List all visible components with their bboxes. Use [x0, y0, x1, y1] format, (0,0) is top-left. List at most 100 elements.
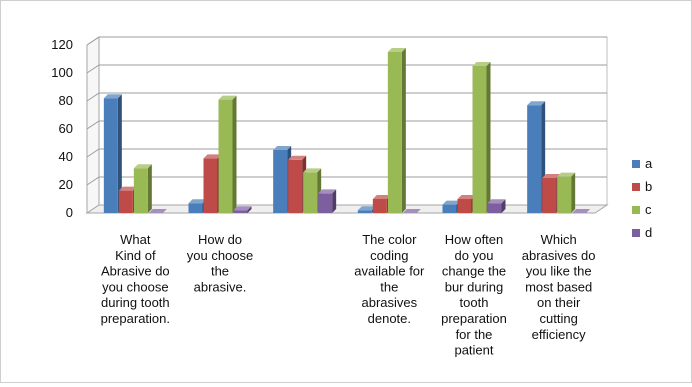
bar-top [472, 62, 491, 66]
bar-c-6 [557, 172, 576, 213]
legend-swatch [632, 229, 640, 237]
bar-side [117, 94, 122, 213]
bar-front [357, 210, 372, 213]
bar-top [148, 209, 167, 213]
bar-side [501, 199, 506, 213]
bar-front [233, 210, 248, 213]
bar-side [486, 62, 491, 213]
bar-top [457, 195, 476, 199]
bar-c-2 [218, 95, 237, 213]
bar-front [527, 105, 542, 213]
bar-front [557, 176, 572, 213]
gridlines [86, 36, 607, 186]
bar-d-5 [487, 199, 506, 213]
legend-item-b: b [632, 179, 652, 194]
bar-d-6 [572, 209, 591, 213]
y-tick-label: 60 [59, 121, 73, 136]
legend-item-c: c [632, 202, 652, 217]
gridline [86, 176, 607, 186]
bar-top [572, 209, 591, 213]
bar-top [527, 101, 546, 106]
bar-front [273, 150, 288, 213]
bar-front [457, 199, 472, 213]
bar-front [472, 66, 487, 213]
legend-swatch [632, 183, 640, 191]
x-tick-label: How do you choose the abrasive. [187, 232, 254, 294]
bar-front [303, 172, 318, 213]
bar-d-3 [318, 189, 337, 213]
bar-side [571, 172, 576, 213]
bar-top [233, 206, 252, 211]
bar-top [103, 94, 122, 99]
legend-item-d: d [632, 225, 652, 240]
bar-top [402, 209, 421, 213]
bar-front [103, 98, 118, 213]
bar-top [487, 199, 506, 204]
y-tick-label: 40 [59, 149, 73, 164]
legend-label: a [645, 156, 653, 171]
bar-top [273, 146, 292, 150]
bar-front [288, 159, 303, 213]
bar-side [147, 164, 152, 213]
gridline [86, 64, 607, 74]
bar-top [442, 200, 461, 205]
x-tick-label: The color coding available for the abrasives… [354, 232, 425, 326]
bar-front [188, 203, 203, 213]
bar-front [118, 190, 133, 213]
x-tick-label: Which abrasives do you like the most based o… [522, 232, 596, 342]
bar-front [372, 199, 387, 213]
bar-top [188, 199, 207, 204]
bar-side [332, 189, 337, 213]
legend-label: c [645, 202, 652, 217]
legend-label: b [645, 179, 652, 194]
x-tick-label: What Kind of Abrasive do you choose during t… [101, 232, 170, 326]
bar-front [218, 99, 233, 213]
bar-front [487, 203, 502, 213]
y-tick-label: 0 [66, 205, 73, 220]
bar-side [232, 95, 237, 213]
bar-d-1 [148, 209, 167, 213]
gridline [86, 148, 607, 158]
y-tick-label: 20 [59, 177, 73, 192]
bar-front [542, 178, 557, 213]
bar-top [133, 164, 152, 169]
bar-top [387, 48, 406, 52]
bar-top [118, 186, 137, 191]
bar-side [401, 48, 406, 213]
bar-front [442, 204, 457, 213]
legend-swatch [632, 206, 640, 214]
bar-top [203, 154, 222, 159]
bar-front [133, 168, 148, 213]
bar-a-1 [103, 94, 122, 213]
gridline [86, 92, 607, 102]
bar-front [318, 193, 333, 213]
y-tick-label: 100 [51, 65, 73, 80]
y-axis-ticks: 0 20 40 60 80 100 120 [51, 37, 73, 220]
bar-c-1 [133, 164, 152, 213]
bar-c-4 [387, 48, 406, 213]
bar-top [218, 95, 237, 100]
y-tick-label: 80 [59, 93, 73, 108]
legend-item-a: a [632, 156, 653, 171]
x-axis-labels: What Kind of Abrasive do you choose during t… [101, 232, 596, 358]
gridline [86, 36, 607, 46]
legend-swatch [632, 160, 640, 168]
bar-top [542, 174, 561, 178]
bar-top [288, 155, 307, 160]
bar-front [387, 52, 402, 213]
bar-side [247, 206, 252, 213]
bar-top [372, 195, 391, 199]
bar-d-2 [233, 206, 252, 213]
y-tick-label: 120 [51, 37, 73, 52]
bar-front [203, 158, 218, 213]
bar-c-5 [472, 62, 491, 213]
bar-top [557, 172, 576, 177]
bar-top [357, 206, 376, 211]
legend-label: d [645, 225, 652, 240]
bar-top [303, 168, 322, 173]
gridline [86, 120, 607, 130]
bar-d-4 [402, 209, 421, 213]
